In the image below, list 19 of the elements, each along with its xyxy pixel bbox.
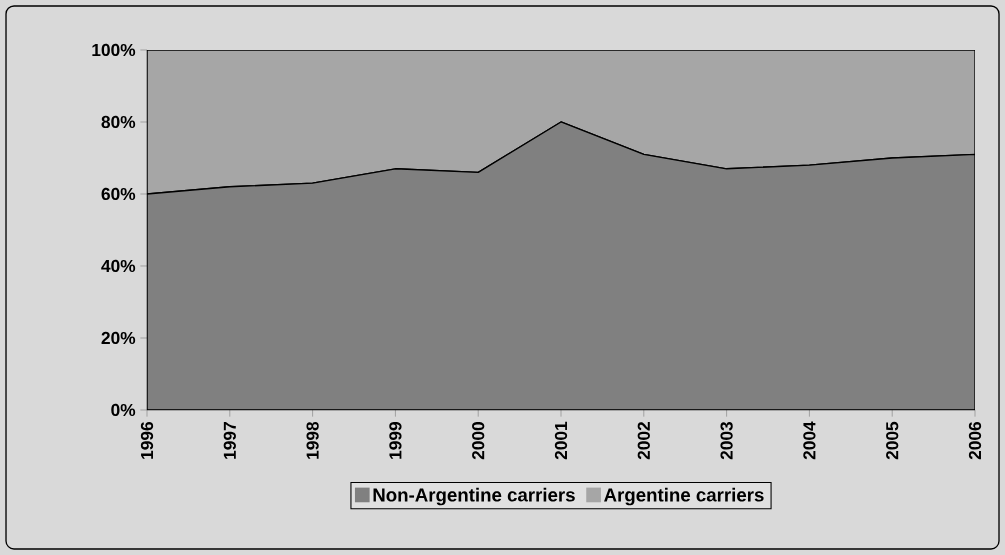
y-tick-label: 100%	[92, 43, 136, 57]
x-tick-label: 2003	[720, 422, 733, 460]
y-tick-label: 60%	[101, 187, 136, 201]
x-tick-label: 2000	[472, 422, 485, 460]
legend-label: Non-Argentine carriers	[373, 487, 575, 506]
x-tick-label: 1998	[306, 421, 319, 459]
x-tick-label: 1997	[223, 422, 236, 459]
x-tick-label: 1996	[140, 422, 154, 459]
y-tick-label: 40%	[101, 259, 136, 273]
y-tick-label: 80%	[101, 115, 136, 129]
y-tick-label: 20%	[101, 331, 136, 345]
legend-label: Argentine carriers	[604, 487, 764, 506]
x-tick-label: 2006	[968, 422, 982, 460]
y-tick-label: 0%	[111, 403, 136, 417]
x-tick-label: 2005	[886, 421, 899, 460]
x-tick-label: 2002	[637, 422, 650, 460]
x-tick-label: 2004	[803, 421, 816, 460]
x-tick-label: 2001	[554, 421, 568, 460]
x-tick-label: 1999	[389, 422, 402, 459]
